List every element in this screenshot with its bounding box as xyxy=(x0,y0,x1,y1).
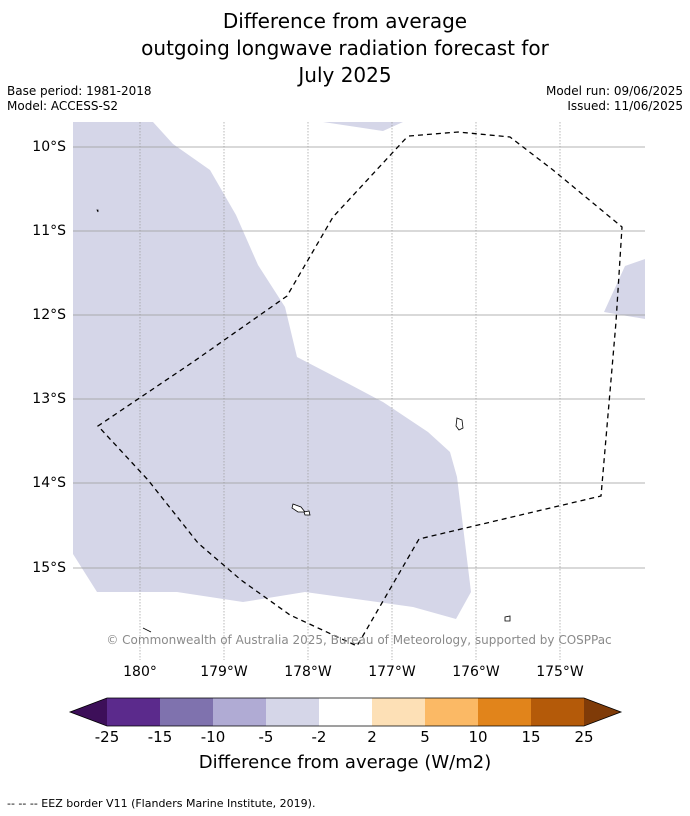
colorbar-tick: 15 xyxy=(521,728,541,746)
map-svg xyxy=(73,122,645,660)
island-small-west xyxy=(96,209,99,213)
lat-label-10s: 10°S xyxy=(32,139,66,155)
colorbar-tick: 10 xyxy=(468,728,488,746)
eez-footnote: -- -- -- EEZ border V11 (Flanders Marine… xyxy=(7,797,316,810)
longitude-gridlines xyxy=(139,122,561,660)
colorbar-tick: -2 xyxy=(311,728,327,746)
lat-label-14s: 14°S xyxy=(32,475,66,491)
colorbar-segment-7 xyxy=(425,698,478,726)
colorbar-tick: 5 xyxy=(420,728,430,746)
lon-label-179w: 179°W xyxy=(200,664,248,680)
meta-left: Base period: 1981-2018 Model: ACCESS-S2 xyxy=(7,84,152,114)
meta-right: Model run: 09/06/2025 Issued: 11/06/2025 xyxy=(546,84,683,114)
colorbar-extend-high xyxy=(584,698,621,726)
lon-label-177w: 177°W xyxy=(368,664,416,680)
colorbar-tick: 25 xyxy=(574,728,594,746)
base-period: Base period: 1981-2018 xyxy=(7,84,152,98)
issued-date: Issued: 11/06/2025 xyxy=(567,99,683,113)
reef-southwest xyxy=(142,627,152,633)
colorbar-segment-6 xyxy=(372,698,425,726)
title-line-3: July 2025 xyxy=(298,63,392,87)
chart-title: Difference from average outgoing longwav… xyxy=(0,8,690,89)
colorbar-segments xyxy=(70,698,621,726)
negative-anomaly-region-east xyxy=(604,259,645,319)
islands xyxy=(96,209,511,633)
island-uvea xyxy=(455,417,464,431)
eez-border xyxy=(97,131,623,647)
island-small-east xyxy=(504,615,511,622)
colorbar-segment-1 xyxy=(107,698,160,726)
latitude-gridlines xyxy=(73,146,645,569)
colorbar-tick: -15 xyxy=(147,728,173,746)
map-panel xyxy=(73,122,645,660)
title-line-2: outgoing longwave radiation forecast for xyxy=(141,36,549,60)
lon-label-178w: 178°W xyxy=(284,664,332,680)
colorbar-extend-low xyxy=(70,698,107,726)
model-name: Model: ACCESS-S2 xyxy=(7,99,119,113)
colorbar-segment-4 xyxy=(266,698,319,726)
colorbar-tick: -10 xyxy=(200,728,226,746)
colorbar-segment-9 xyxy=(531,698,584,726)
lon-label-175w: 175°W xyxy=(536,664,584,680)
title-line-1: Difference from average xyxy=(222,9,468,33)
colorbar-segment-5 xyxy=(319,698,372,726)
colorbar-tick: 2 xyxy=(367,728,377,746)
colorbar-tick: -25 xyxy=(94,728,120,746)
lat-label-15s: 15°S xyxy=(32,560,66,576)
island-futuna xyxy=(291,503,306,513)
lon-label-176w: 176°W xyxy=(452,664,500,680)
lat-label-11s: 11°S xyxy=(32,223,66,239)
colorbar-label: Difference from average (W/m2) xyxy=(198,752,492,773)
colorbar-segment-3 xyxy=(213,698,266,726)
model-run: Model run: 09/06/2025 xyxy=(545,84,683,98)
colorbar-tick: -5 xyxy=(258,728,274,746)
lon-label-180: 180° xyxy=(123,664,157,680)
colorbar xyxy=(68,697,623,727)
colorbar-segment-2 xyxy=(160,698,213,726)
colorbar-segment-8 xyxy=(478,698,531,726)
negative-anomaly-region-west xyxy=(73,122,471,619)
colorbar-outline xyxy=(68,697,623,727)
copyright-notice: © Commonwealth of Australia 2025, Bureau… xyxy=(106,633,612,647)
negative-anomaly-region-north xyxy=(323,122,403,131)
lat-label-13s: 13°S xyxy=(32,391,66,407)
island-alofi xyxy=(303,510,311,516)
lat-label-12s: 12°S xyxy=(32,307,66,323)
